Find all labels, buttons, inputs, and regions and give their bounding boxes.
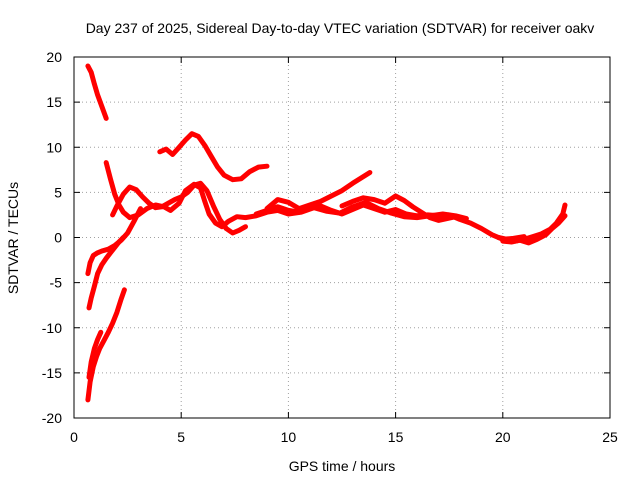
series-arc-11 [339, 193, 459, 223]
x-tick-labels: 0 5 10 15 20 25 [70, 429, 618, 445]
x-tick-label: 20 [495, 429, 511, 445]
series-arc-7 [86, 329, 104, 380]
x-axis-label: GPS time / hours [289, 458, 396, 474]
y-tick-label: 5 [54, 184, 62, 200]
x-tick-label: 15 [388, 429, 404, 445]
series-arc-3 [110, 180, 248, 236]
data-series [85, 63, 568, 403]
y-tick-label: -10 [42, 320, 62, 336]
series-arc-10 [253, 202, 527, 242]
y-tick-labels: 20 15 10 5 0 -5 -10 -15 -20 [42, 49, 62, 426]
series-arc-5 [86, 235, 126, 311]
series-arc-4 [85, 206, 143, 277]
y-tick-label: 20 [46, 49, 62, 65]
y-tick-label: 0 [54, 230, 62, 246]
series-arc-9 [264, 170, 373, 212]
y-tick-label: 10 [46, 139, 62, 155]
series-arc-13 [500, 213, 568, 246]
y-tick-label: -5 [50, 275, 63, 291]
chart-title: Day 237 of 2025, Sidereal Day-to-day VTE… [86, 20, 595, 36]
x-tick-label: 10 [281, 429, 297, 445]
series-arc-8 [157, 131, 270, 183]
series-arc-1 [85, 63, 109, 121]
y-tick-label: -15 [42, 365, 62, 381]
x-tick-label: 5 [177, 429, 185, 445]
y-axis-label: SDTVAR / TECUs [5, 182, 21, 294]
x-tick-label: 25 [602, 429, 618, 445]
y-tick-label: -20 [42, 410, 62, 426]
axis-ticks [73, 56, 611, 419]
x-tick-label: 0 [70, 429, 78, 445]
y-tick-label: 15 [46, 94, 62, 110]
